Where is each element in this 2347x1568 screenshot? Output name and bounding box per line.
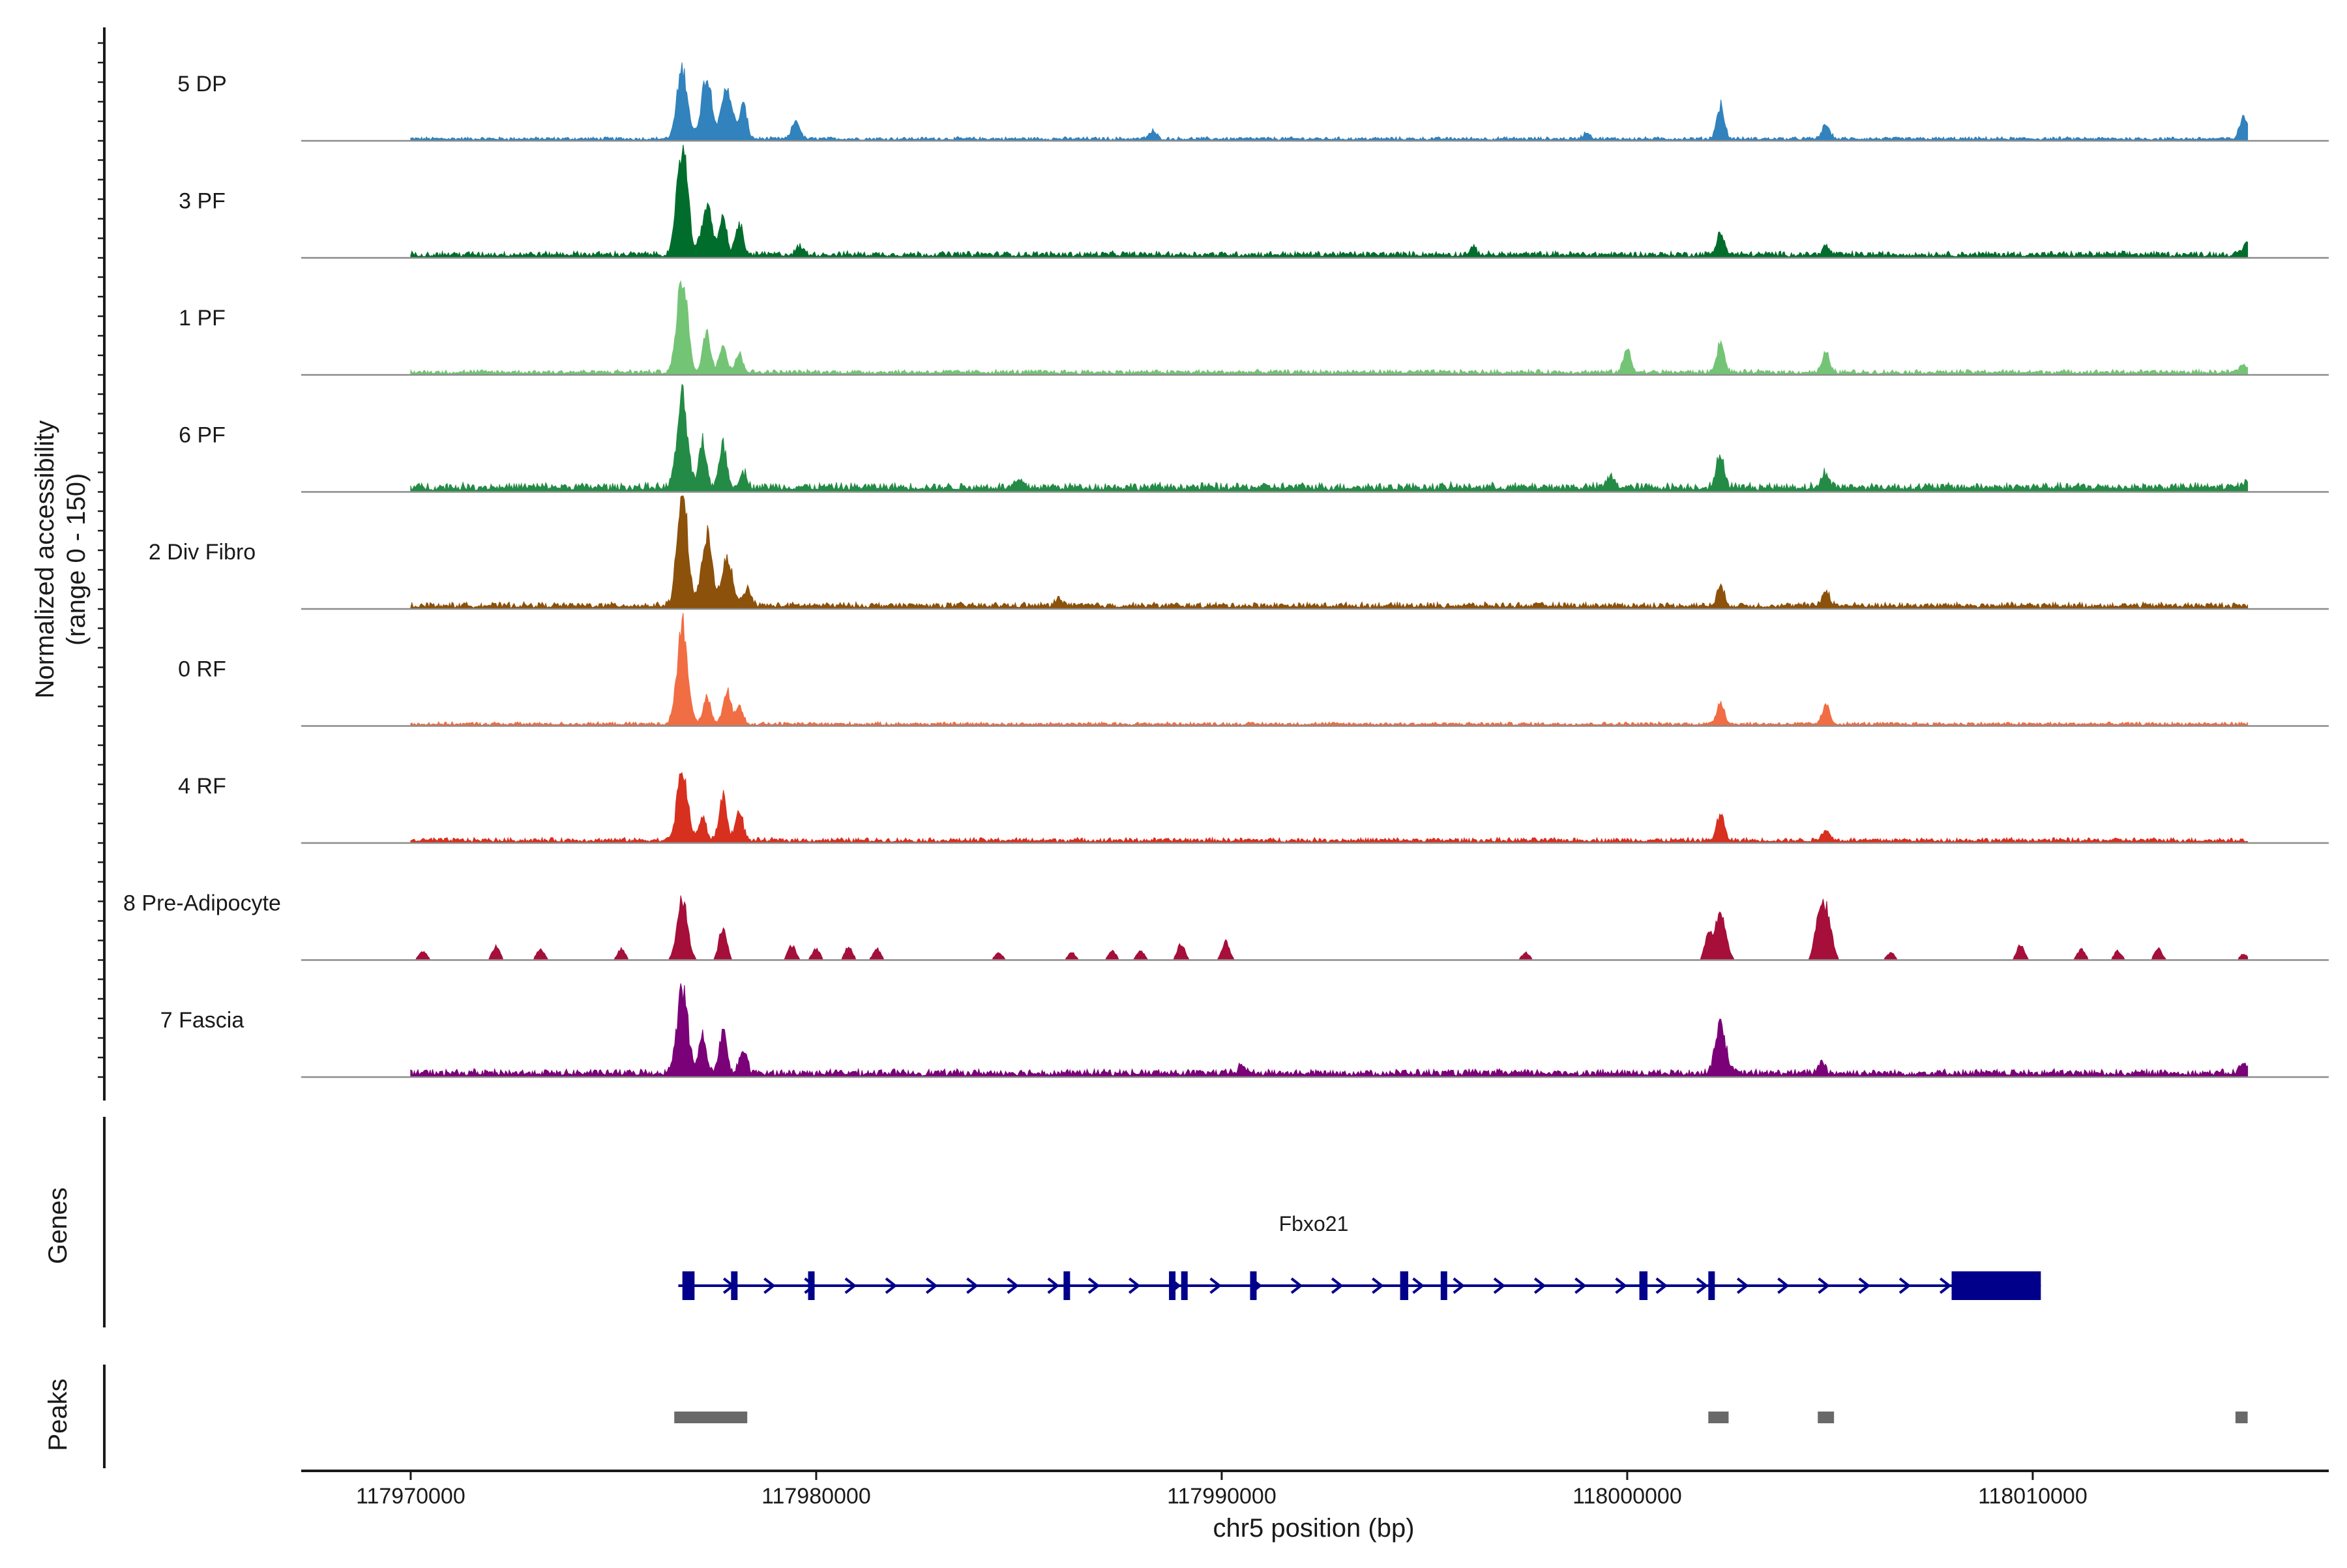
strand-arrow — [1696, 1277, 1709, 1294]
coverage-area-0-rf — [410, 613, 2249, 726]
exon — [808, 1271, 815, 1300]
track-label: 2 Div Fibro — [149, 540, 256, 565]
coverage-area-7-fascia — [410, 983, 2249, 1078]
peaks-track-label: Peaks — [44, 1378, 72, 1451]
axes: 117970000 117980000 117990000 118000000 1180… — [98, 27, 2329, 1509]
strand-arrow — [925, 1277, 938, 1294]
strand-arrow — [1047, 1277, 1060, 1294]
exon — [682, 1271, 695, 1300]
track-label: 3 PF — [179, 189, 226, 214]
coverage-tracks — [301, 62, 2329, 1078]
x-tick-label: 117970000 — [356, 1484, 465, 1509]
track-label: 6 PF — [179, 423, 226, 448]
x-tick-label: 117980000 — [761, 1484, 871, 1509]
strand-arrow — [1818, 1277, 1830, 1294]
track-label: 4 RF — [178, 774, 226, 799]
strand-arrow — [1453, 1277, 1466, 1294]
peak-region — [1708, 1412, 1729, 1423]
gene-name-label: Fbxo21 — [1279, 1212, 1349, 1235]
coverage-area-4-rf — [410, 772, 2249, 844]
strand-arrow — [1290, 1277, 1303, 1294]
strand-arrow — [1858, 1277, 1871, 1294]
y-axis-label-line2: (range 0 - 150) — [62, 473, 91, 646]
coverage-area-5-dp — [410, 62, 2249, 141]
strand-arrow — [763, 1277, 776, 1294]
strand-arrow — [1412, 1277, 1424, 1294]
strand-arrow — [1533, 1277, 1546, 1294]
strand-arrow — [1331, 1277, 1344, 1294]
track-label: 5 DP — [177, 72, 227, 96]
exon — [1181, 1271, 1188, 1300]
exon — [1951, 1271, 2041, 1300]
track-label: 0 RF — [178, 657, 226, 682]
track-labels: 5 DP 3 PF 1 PF 6 PF 2 Div Fibro 0 RF 4 RF 8 Pre… — [123, 72, 281, 1033]
coverage-area-3-pf — [410, 145, 2249, 258]
x-axis-title: chr5 position (bp) — [1213, 1514, 1414, 1543]
coverage-area-6-pf — [410, 383, 2249, 492]
exon — [1440, 1271, 1447, 1300]
strand-arrow — [1939, 1277, 1952, 1294]
exon — [731, 1271, 738, 1300]
strand-arrow — [1128, 1277, 1141, 1294]
peak-track — [674, 1412, 2248, 1423]
strand-arrow — [1655, 1277, 1668, 1294]
coverage-area-8-pre-adipocyte — [410, 895, 2249, 960]
strand-arrow — [1493, 1277, 1506, 1294]
strand-arrow — [1736, 1277, 1749, 1294]
strand-arrow — [1209, 1277, 1222, 1294]
strand-arrow — [844, 1277, 857, 1294]
exon — [1639, 1271, 1648, 1300]
exon — [1708, 1271, 1715, 1300]
strand-arrow — [1372, 1277, 1384, 1294]
track-label: 7 Fascia — [160, 1008, 244, 1033]
strand-arrow — [966, 1277, 979, 1294]
exon — [1063, 1271, 1070, 1300]
peak-region — [674, 1412, 748, 1423]
strand-arrow — [1087, 1277, 1100, 1294]
genes-track-label: Genes — [44, 1187, 72, 1264]
coverage-area-2-div-fibro — [410, 496, 2249, 610]
x-tick-label: 118000000 — [1572, 1484, 1682, 1509]
strand-arrow — [885, 1277, 898, 1294]
x-tick-label: 117990000 — [1167, 1484, 1277, 1509]
strand-arrow — [1777, 1277, 1790, 1294]
strand-arrow — [1007, 1277, 1019, 1294]
exon — [1169, 1271, 1176, 1300]
x-tick-label: 118010000 — [1978, 1484, 2088, 1509]
track-label: 8 Pre-Adipocyte — [123, 891, 281, 916]
coverage-area-1-pf — [410, 280, 2249, 376]
y-axis-label-line1: Normalized accessibility — [31, 421, 59, 699]
peak-region — [1818, 1412, 1835, 1423]
strand-arrow — [1615, 1277, 1627, 1294]
exon — [1400, 1271, 1409, 1300]
gene-track: Fbxo21 — [678, 1212, 2041, 1300]
track-label: 1 PF — [179, 306, 226, 331]
peak-region — [2235, 1412, 2248, 1423]
exon — [1250, 1271, 1257, 1300]
strand-arrow — [1898, 1277, 1912, 1294]
strand-arrow — [1574, 1277, 1587, 1294]
